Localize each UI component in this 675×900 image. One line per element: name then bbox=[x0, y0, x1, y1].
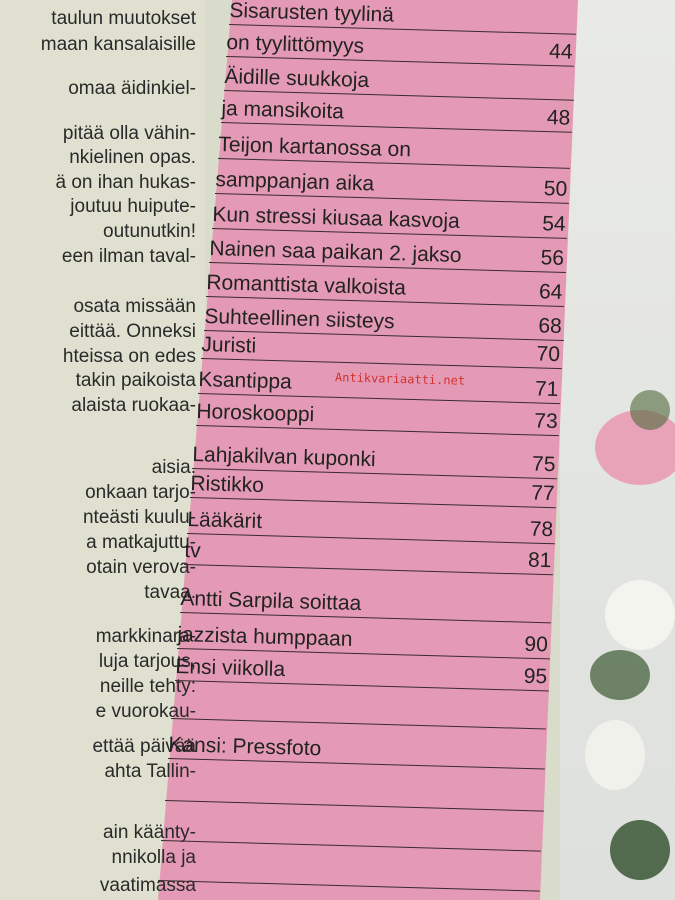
contents-page: 70 bbox=[536, 342, 561, 367]
article-text-line: joutuu huipute- bbox=[70, 196, 196, 217]
article-text-line: alaista ruokaa- bbox=[71, 395, 196, 416]
article-text-line: ain käänty- bbox=[103, 822, 196, 843]
article-text-line: e vuorokau- bbox=[95, 701, 196, 722]
article-text-line: nnikolla ja bbox=[111, 847, 197, 868]
contents-row[interactable] bbox=[171, 688, 548, 730]
article-text-line: ettää päivää bbox=[92, 736, 196, 757]
article-text-line: ä on ihan hukas- bbox=[55, 172, 197, 193]
contents-title: Lääkärit bbox=[186, 508, 263, 534]
contents-row[interactable] bbox=[164, 770, 545, 812]
contents-title: Ksantippa bbox=[198, 368, 293, 394]
contents-row[interactable]: samppanjan aika 50 bbox=[214, 163, 570, 204]
contents-title: Horoskooppi bbox=[195, 400, 315, 427]
contents-title: Kun stressi kiusaa kasvoja bbox=[212, 203, 461, 233]
article-text-line: a matkajuttu- bbox=[86, 532, 196, 553]
contents-title: Sisarusten tyylinä bbox=[229, 0, 395, 27]
contents-row[interactable]: Antti Sarpila soittaa bbox=[180, 582, 553, 624]
article-text: taulun muutokset maan kansalaisille omaa ä… bbox=[0, 0, 200, 900]
contents-title: Teijon kartanossa on bbox=[217, 133, 412, 162]
contents-title: jazzista humppaan bbox=[177, 623, 353, 651]
contents-page: 73 bbox=[533, 409, 558, 434]
contents-page: 68 bbox=[537, 314, 562, 338]
contents-page: 71 bbox=[535, 377, 560, 402]
contents-title: Romanttista valkoista bbox=[206, 271, 407, 300]
article-text-line: ahta Tallin- bbox=[104, 761, 196, 782]
contents-page: 78 bbox=[529, 517, 554, 542]
white-flower bbox=[585, 720, 645, 790]
article-text-line: nteästi kuulu- bbox=[82, 507, 196, 528]
contents-title: Ristikko bbox=[189, 472, 264, 498]
article-text-line: hteissa on edes bbox=[62, 346, 196, 367]
contents-page: 50 bbox=[543, 177, 568, 201]
article-text-line: outunutkin! bbox=[103, 221, 196, 242]
article-text-line: vaatimassa bbox=[99, 875, 196, 896]
contents-title: ja mansikoita bbox=[220, 97, 345, 124]
contents-row[interactable] bbox=[161, 810, 543, 852]
leaves bbox=[610, 820, 670, 880]
article-text-line: tavaa. bbox=[144, 582, 196, 603]
leaves bbox=[630, 390, 670, 430]
white-flower bbox=[605, 580, 675, 650]
contents-title: Nainen saa paikan 2. jakso bbox=[209, 237, 463, 268]
contents-page: 54 bbox=[542, 212, 566, 236]
article-text-line: een ilman taval- bbox=[61, 246, 196, 267]
contents-page: 90 bbox=[524, 632, 549, 657]
contents-title: Ensi viikolla bbox=[174, 655, 285, 682]
article-text-line: takin paikoista bbox=[75, 370, 196, 391]
contents-page: 64 bbox=[539, 280, 564, 304]
contents-title: Antti Sarpila soittaa bbox=[180, 587, 362, 616]
article-text-line: omaa äidinkiel- bbox=[68, 78, 196, 99]
article-text-line: luja tarjous, bbox=[98, 651, 196, 672]
contents-page: 44 bbox=[549, 40, 574, 64]
article-text-line: neille tehty: bbox=[99, 676, 196, 697]
article-text-line: taulun muutokset bbox=[51, 8, 196, 29]
article-text-line: aisia. bbox=[151, 457, 196, 478]
article-text-line: pitää olla vähin- bbox=[62, 123, 196, 144]
contents-title: Äidille suukkoja bbox=[223, 65, 369, 93]
contents-page: 75 bbox=[531, 452, 556, 477]
contents-row[interactable]: Teijon kartanossa on bbox=[217, 128, 572, 169]
article-text-line: markkinara- bbox=[95, 626, 196, 647]
contents-title: samppanjan aika bbox=[215, 168, 375, 196]
flower-photo bbox=[560, 0, 675, 900]
article-text-line: osata missään bbox=[73, 296, 196, 317]
article-text-line: eittää. Onneksi bbox=[69, 321, 196, 342]
article-text-line: nkielinen opas. bbox=[69, 147, 196, 168]
contents-page: 95 bbox=[523, 664, 548, 689]
contents-title: on tyylittömyys bbox=[226, 31, 365, 58]
contents-page: 77 bbox=[530, 481, 555, 506]
contents-row[interactable]: Kansi: Pressfoto bbox=[168, 728, 546, 770]
contents-row[interactable] bbox=[157, 850, 541, 892]
contents-title: tv bbox=[184, 539, 202, 563]
contents-page: 81 bbox=[527, 548, 552, 573]
contents-page: 48 bbox=[546, 106, 571, 130]
contents-title: Kansi: Pressfoto bbox=[168, 733, 322, 761]
contents-page: 56 bbox=[540, 246, 565, 270]
article-text-line: maan kansalaisille bbox=[40, 34, 196, 55]
leaves bbox=[590, 650, 650, 700]
article-text-line: otain verova- bbox=[86, 557, 196, 578]
article-text-line: onkaan tarjo- bbox=[85, 482, 196, 503]
contents-title: Juristi bbox=[201, 333, 257, 358]
